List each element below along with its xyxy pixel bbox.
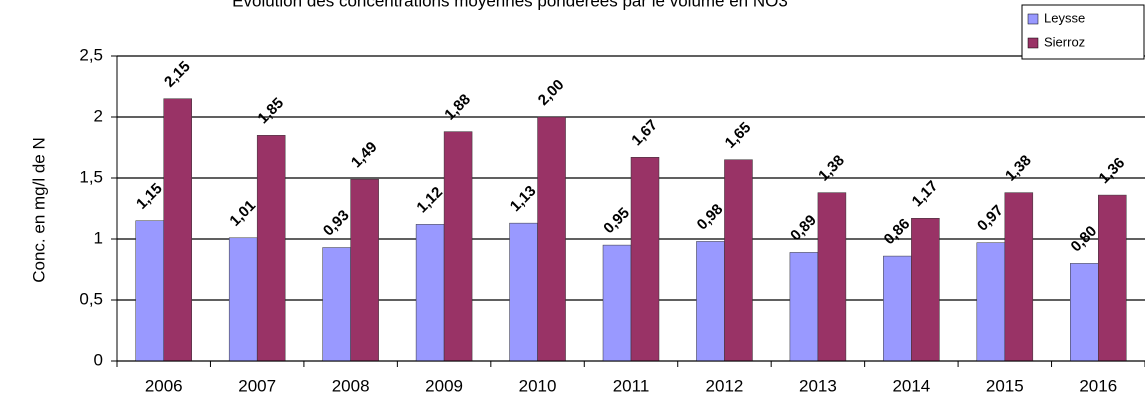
- x-tick-label: 2012: [706, 376, 744, 395]
- bar: [911, 218, 940, 362]
- x-tick-label: 2015: [986, 376, 1024, 395]
- data-label: 1,88: [441, 91, 474, 124]
- bar: [256, 135, 286, 362]
- data-label: 1,85: [254, 95, 287, 128]
- data-label: 1,49: [348, 139, 381, 172]
- data-label: 2,15: [161, 58, 194, 91]
- bar: [696, 241, 725, 362]
- bar: [135, 220, 164, 362]
- bar: [976, 242, 1006, 362]
- data-label: 1,38: [815, 152, 848, 185]
- data-label: 0,97: [974, 202, 1007, 235]
- data-label: 0,86: [881, 215, 914, 248]
- bar: [509, 222, 538, 362]
- legend-swatch: [1027, 13, 1039, 25]
- data-label: 1,12: [413, 184, 446, 217]
- bar: [883, 255, 912, 362]
- y-tick-label: 1,5: [79, 167, 103, 186]
- x-tick-label: 2014: [892, 376, 930, 395]
- x-tick-label: 2016: [1079, 376, 1117, 395]
- data-label: 2,00: [535, 76, 568, 109]
- data-label: 1,65: [722, 119, 755, 152]
- bar: [724, 159, 753, 362]
- bar: [322, 247, 351, 362]
- data-label: 0,98: [694, 201, 727, 234]
- data-label: 1,36: [1096, 154, 1129, 187]
- x-tick-label: 2009: [425, 376, 463, 395]
- bar: [602, 244, 632, 362]
- data-label: 0,93: [320, 207, 353, 240]
- x-tick-label: 2011: [613, 376, 650, 395]
- data-label: 1,13: [507, 182, 540, 215]
- bar: [817, 192, 847, 362]
- data-label: 1,17: [909, 178, 942, 211]
- bar: [1070, 263, 1099, 362]
- chart-title: Évolution des concentrations moyennes po…: [232, 0, 788, 10]
- data-label: 1,67: [628, 117, 661, 150]
- legend-label: Leysse: [1044, 10, 1085, 25]
- x-tick-label: 2013: [799, 376, 837, 395]
- x-tick-label: 2006: [145, 376, 183, 395]
- legend-swatch: [1027, 37, 1039, 49]
- bar: [415, 224, 445, 362]
- y-axis-label: Conc. en mg/l de N: [29, 137, 48, 283]
- bar: [350, 178, 379, 362]
- y-tick-label: 1: [94, 228, 103, 247]
- data-label: 1,01: [226, 197, 259, 230]
- y-tick-label: 0,5: [79, 289, 103, 308]
- x-tick-label: 2010: [519, 376, 557, 395]
- data-label: 1,38: [1002, 152, 1035, 185]
- legend-box: [1021, 4, 1145, 60]
- y-tick-label: 0: [94, 350, 103, 369]
- bar: [630, 157, 660, 362]
- x-tick-label: 2008: [332, 376, 370, 395]
- x-tick-label: 2007: [238, 376, 276, 395]
- data-label: 0,95: [600, 204, 633, 237]
- bar: [443, 131, 473, 362]
- bar: [537, 116, 566, 362]
- bar: [1004, 192, 1034, 362]
- data-label: 1,15: [133, 180, 166, 213]
- data-label: 0,80: [1068, 223, 1101, 256]
- bar: [228, 237, 258, 362]
- legend-label: Sierroz: [1044, 34, 1085, 49]
- bar: [1098, 194, 1127, 362]
- bar: [789, 252, 819, 362]
- bar: [163, 98, 192, 362]
- y-tick-label: 2,5: [79, 45, 103, 64]
- y-tick-label: 2: [94, 106, 103, 125]
